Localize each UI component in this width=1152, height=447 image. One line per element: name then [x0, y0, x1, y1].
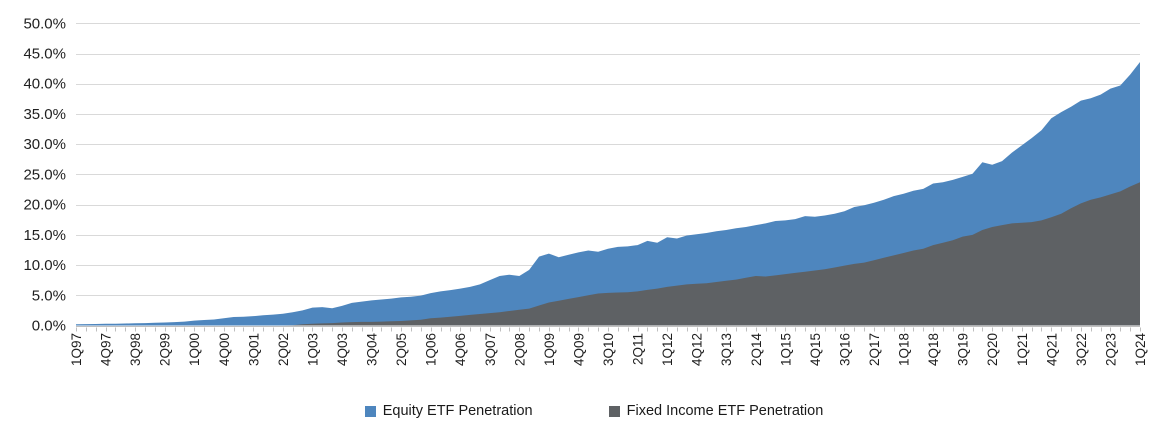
x-axis-label: 4Q03	[335, 333, 350, 366]
y-axis-label: 30.0%	[23, 136, 66, 153]
y-axis-label: 45.0%	[23, 46, 66, 63]
x-axis-label: 1Q18	[897, 333, 912, 366]
chart-legend: Equity ETF Penetration Fixed Income ETF …	[18, 403, 1152, 419]
x-axis-label: 4Q97	[99, 333, 114, 366]
y-axis-label: 0.0%	[32, 318, 66, 335]
equity-legend-swatch	[364, 405, 376, 417]
fixed-income-area	[76, 182, 1140, 326]
x-axis-label: 1Q97	[69, 333, 84, 366]
y-axis-label: 10.0%	[23, 257, 66, 274]
legend-item-fixed-income: Fixed Income ETF Penetration	[608, 403, 824, 419]
x-axis-label: 4Q12	[690, 333, 705, 366]
legend-item-equity: Equity ETF Penetration	[364, 403, 533, 419]
equity-area	[76, 61, 1140, 326]
x-axis-label: 3Q04	[365, 333, 380, 367]
x-axis-label: 4Q15	[808, 333, 823, 366]
y-axis-label: 50.0%	[23, 15, 66, 32]
y-axis-label: 35.0%	[23, 106, 66, 123]
x-axis-label: 1Q21	[1015, 333, 1030, 366]
equity-legend-label: Equity ETF Penetration	[382, 403, 533, 419]
y-axis-label: 20.0%	[23, 197, 66, 214]
x-axis-label: 3Q19	[956, 333, 971, 366]
x-axis-label: 1Q00	[187, 333, 202, 366]
x-axis-label: 2Q14	[749, 333, 764, 367]
y-axis-label: 5.0%	[32, 287, 66, 304]
x-axis-label: 2Q05	[394, 333, 409, 366]
x-axis-label: 4Q00	[217, 333, 232, 366]
x-axis-label: 1Q09	[542, 333, 557, 366]
y-axis-label: 25.0%	[23, 166, 66, 183]
x-axis-label: 2Q17	[867, 333, 882, 366]
x-axis-label: 3Q98	[128, 333, 143, 366]
fixed-income-legend-label: Fixed Income ETF Penetration	[626, 403, 824, 419]
x-axis-label: 4Q18	[926, 333, 941, 366]
x-axis-label: 2Q08	[512, 333, 527, 366]
x-axis-label: 3Q01	[246, 333, 261, 366]
x-axis-label: 4Q21	[1044, 333, 1059, 366]
x-axis-label: 2Q20	[985, 333, 1000, 366]
x-axis-label: 3Q10	[601, 333, 616, 366]
x-axis-label: 3Q13	[719, 333, 734, 366]
x-axis-label: 1Q24	[1133, 333, 1148, 367]
x-axis-label: 3Q22	[1074, 333, 1089, 366]
x-axis-label: 2Q02	[276, 333, 291, 366]
x-axis-label: 4Q09	[571, 333, 586, 366]
x-axis-label: 3Q07	[483, 333, 498, 366]
x-axis-label: 1Q06	[424, 333, 439, 366]
x-axis-label: 1Q03	[305, 333, 320, 366]
x-axis-label: 2Q23	[1103, 333, 1118, 366]
x-axis-label: 1Q12	[660, 333, 675, 366]
y-axis-label: 15.0%	[23, 227, 66, 244]
y-axis-label: 40.0%	[23, 76, 66, 93]
x-axis-label: 2Q11	[631, 333, 646, 365]
x-axis-label: 1Q15	[778, 333, 793, 366]
x-axis-label: 3Q16	[837, 333, 852, 366]
x-axis-label: 2Q99	[158, 333, 173, 366]
x-axis-label: 4Q06	[453, 333, 468, 366]
fixed-income-legend-swatch	[608, 405, 620, 417]
